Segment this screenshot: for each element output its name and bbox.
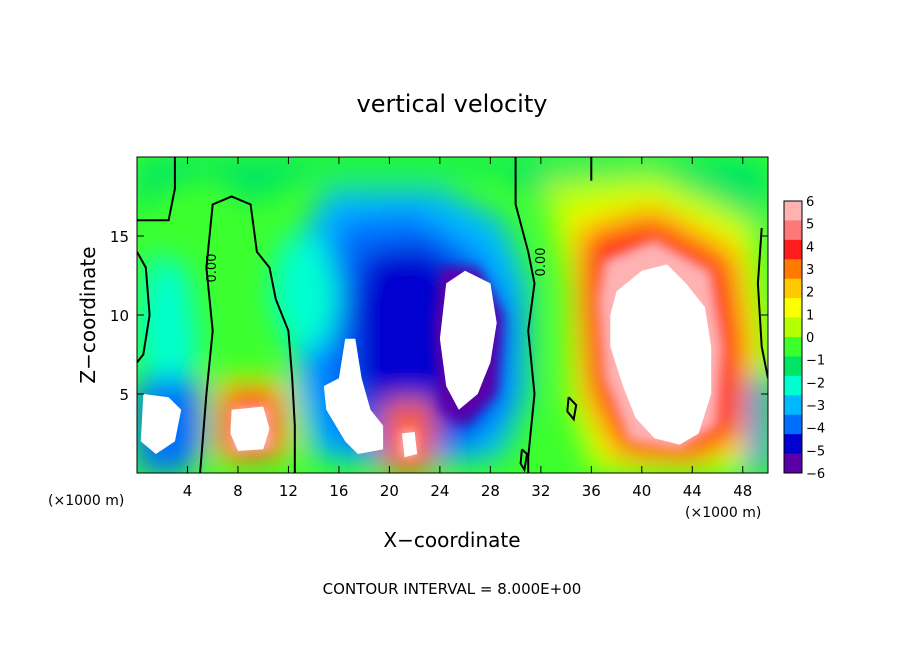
colorbar-swatch xyxy=(784,414,802,435)
colorbar-tick-label: −4 xyxy=(806,422,825,437)
colorbar-swatch xyxy=(784,259,802,280)
colorbar-tick-label: −2 xyxy=(806,376,825,391)
x-tick-label: 36 xyxy=(582,482,601,500)
x-tick-label: 8 xyxy=(233,482,243,500)
white-region-far-left xyxy=(140,394,182,454)
colorbar-swatch xyxy=(784,317,802,338)
zero-contour-small-island xyxy=(566,396,578,422)
colorbar-tick-label: 4 xyxy=(806,240,814,255)
x-unit-left: (×1000 m) xyxy=(48,493,124,509)
field-cyan-patch xyxy=(269,236,339,347)
white-region-left-updraft xyxy=(230,406,270,451)
colorbar-tick-label: −3 xyxy=(806,399,825,414)
y-tick-label: 10 xyxy=(110,307,129,325)
x-axis-label: X−coordinate xyxy=(383,528,520,552)
colorbar-swatch xyxy=(784,239,802,260)
colorbar: 6 5 4 3 2 1 0 −1 −2 −3 −4 −5 −6 xyxy=(783,195,825,482)
colorbar-swatch xyxy=(784,453,802,474)
colorbar-tick-label: 6 xyxy=(806,195,814,210)
zero-contour-left-edge xyxy=(137,251,151,364)
colorbar-tick-label: 1 xyxy=(806,308,814,323)
zero-contour-center-right xyxy=(514,157,536,473)
x-tick-label: 12 xyxy=(279,482,298,500)
colorbar-swatch xyxy=(784,278,802,299)
colorbar-tick-label: 3 xyxy=(806,263,814,278)
white-region-center-updraft xyxy=(402,431,418,458)
y-tick-label: 15 xyxy=(110,228,129,246)
zero-contour-right-edge xyxy=(756,228,768,379)
chart-title: vertical velocity xyxy=(357,90,548,118)
contour-label-right: 0.00 xyxy=(534,248,549,277)
x-tick-label: 40 xyxy=(632,482,651,500)
field-right-blue xyxy=(749,378,768,473)
colorbar-frame xyxy=(783,200,803,474)
x-tick-label: 4 xyxy=(183,482,193,500)
colorbar-swatch xyxy=(784,337,802,357)
contour-label-left: 0.00 xyxy=(205,254,220,283)
y-axis-label: Z−coordinate xyxy=(76,246,100,383)
x-tick-label: 44 xyxy=(683,482,702,500)
colorbar-swatch xyxy=(784,356,802,377)
field-left-cyan xyxy=(137,251,201,394)
colorbar-swatch xyxy=(784,375,802,396)
zero-contour-bottom-island xyxy=(519,448,529,473)
plot-area xyxy=(137,157,768,473)
white-region-left-downdraft xyxy=(323,338,384,454)
colorbar-swatch xyxy=(784,298,802,319)
x-unit-right: (×1000 m) xyxy=(685,505,761,521)
colorbar-tick-label: −1 xyxy=(806,354,825,369)
zero-contour-left-plume xyxy=(199,195,296,473)
colorbar-swatch xyxy=(784,434,802,455)
colorbar-tick-label: −6 xyxy=(806,467,825,482)
x-tick-label: 24 xyxy=(430,482,449,500)
y-tick-label: 5 xyxy=(119,386,129,404)
colorbar-tick-label: 5 xyxy=(806,218,814,233)
white-region-right-updraft xyxy=(610,264,712,445)
contour-interval-footer: CONTOUR INTERVAL = 8.000E+00 xyxy=(323,580,582,598)
x-tick-label: 28 xyxy=(481,482,500,500)
colorbar-swatch xyxy=(784,395,802,416)
x-tick-label: 48 xyxy=(733,482,752,500)
colorbar-swatch xyxy=(784,220,802,241)
x-tick-label: 16 xyxy=(329,482,348,500)
x-tick-label: 32 xyxy=(531,482,550,500)
x-tick-label: 20 xyxy=(380,482,399,500)
white-region-center-downdraft xyxy=(439,270,497,410)
colorbar-tick-label: −5 xyxy=(806,444,825,459)
colorbar-tick-label: 0 xyxy=(806,331,814,346)
zero-contour-upper-left xyxy=(137,157,176,222)
colorbar-swatch xyxy=(784,201,802,221)
colorbar-tick-label: 2 xyxy=(806,286,814,301)
